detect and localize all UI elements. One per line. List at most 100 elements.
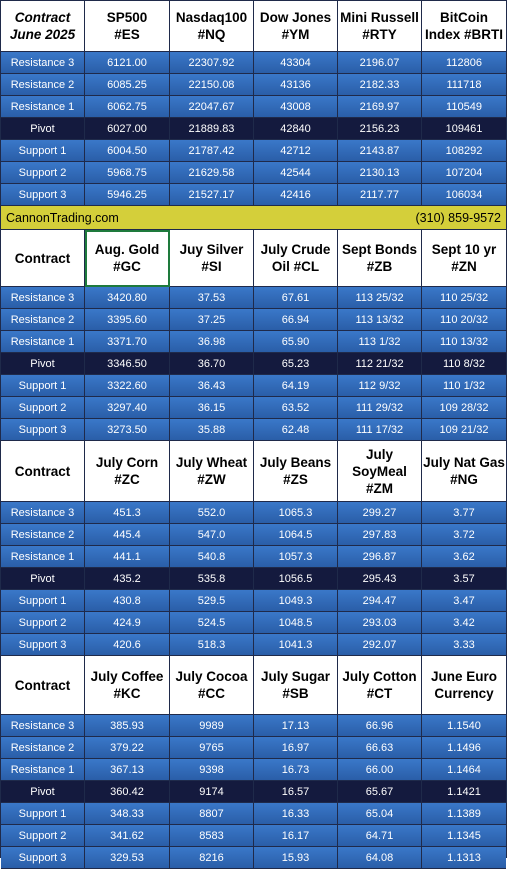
level-value[interactable]: 108292: [422, 140, 506, 162]
level-value[interactable]: 3395.60: [85, 309, 170, 331]
level-value[interactable]: 111 29/32: [338, 397, 422, 419]
level-value[interactable]: 42840: [254, 118, 338, 140]
header-july-cotton-ct[interactable]: July Cotton #CT: [338, 656, 422, 715]
header-juy-silver-si[interactable]: Juy Silver #SI: [170, 230, 254, 287]
header-sept-10-yr-zn[interactable]: Sept 10 yr #ZN: [422, 230, 506, 287]
level-value[interactable]: 42544: [254, 162, 338, 184]
level-value[interactable]: 529.5: [170, 590, 254, 612]
header-bitcoin-index-brti[interactable]: BitCoin Index #BRTI: [422, 1, 506, 52]
level-label[interactable]: Support 3: [1, 847, 85, 869]
level-value[interactable]: 297.83: [338, 524, 422, 546]
level-value[interactable]: 6121.00: [85, 52, 170, 74]
level-value[interactable]: 22307.92: [170, 52, 254, 74]
level-value[interactable]: 535.8: [170, 568, 254, 590]
level-value[interactable]: 106034: [422, 184, 506, 206]
level-label[interactable]: Support 2: [1, 397, 85, 419]
level-value[interactable]: 385.93: [85, 715, 170, 737]
level-value[interactable]: 16.73: [254, 759, 338, 781]
level-value[interactable]: 64.08: [338, 847, 422, 869]
level-label[interactable]: Pivot: [1, 568, 85, 590]
level-value[interactable]: 5946.25: [85, 184, 170, 206]
level-label[interactable]: Resistance 2: [1, 74, 85, 96]
level-value[interactable]: 8807: [170, 803, 254, 825]
level-value[interactable]: 420.6: [85, 634, 170, 656]
level-value[interactable]: 22047.67: [170, 96, 254, 118]
level-value[interactable]: 42712: [254, 140, 338, 162]
level-value[interactable]: 2117.77: [338, 184, 422, 206]
level-value[interactable]: 6004.50: [85, 140, 170, 162]
level-value[interactable]: 2182.33: [338, 74, 422, 96]
level-value[interactable]: 62.48: [254, 419, 338, 441]
level-value[interactable]: 64.19: [254, 375, 338, 397]
level-label[interactable]: Pivot: [1, 118, 85, 140]
level-value[interactable]: 518.3: [170, 634, 254, 656]
level-value[interactable]: 3.72: [422, 524, 506, 546]
level-value[interactable]: 21527.17: [170, 184, 254, 206]
level-value[interactable]: 552.0: [170, 502, 254, 524]
level-value[interactable]: 6062.75: [85, 96, 170, 118]
level-value[interactable]: 9174: [170, 781, 254, 803]
level-value[interactable]: 2143.87: [338, 140, 422, 162]
level-value[interactable]: 9398: [170, 759, 254, 781]
level-value[interactable]: 110 13/32: [422, 331, 506, 353]
contract-column-header[interactable]: Contract: [1, 230, 85, 287]
level-value[interactable]: 110549: [422, 96, 506, 118]
level-value[interactable]: 42416: [254, 184, 338, 206]
level-value[interactable]: 1.1389: [422, 803, 506, 825]
level-label[interactable]: Resistance 2: [1, 524, 85, 546]
level-value[interactable]: 37.53: [170, 287, 254, 309]
level-value[interactable]: 445.4: [85, 524, 170, 546]
level-value[interactable]: 294.47: [338, 590, 422, 612]
level-value[interactable]: 112 21/32: [338, 353, 422, 375]
level-value[interactable]: 15.93: [254, 847, 338, 869]
level-label[interactable]: Support 2: [1, 612, 85, 634]
level-value[interactable]: 17.13: [254, 715, 338, 737]
header-july-nat-gas-ng[interactable]: July Nat Gas #NG: [422, 441, 506, 502]
level-value[interactable]: 43304: [254, 52, 338, 74]
level-value[interactable]: 109 28/32: [422, 397, 506, 419]
level-value[interactable]: 22150.08: [170, 74, 254, 96]
level-value[interactable]: 2156.23: [338, 118, 422, 140]
header-dow-jones-ym[interactable]: Dow Jones #YM: [254, 1, 338, 52]
level-value[interactable]: 110 8/32: [422, 353, 506, 375]
level-value[interactable]: 1.1540: [422, 715, 506, 737]
level-value[interactable]: 6027.00: [85, 118, 170, 140]
header-nasdaq100-nq[interactable]: Nasdaq100 #NQ: [170, 1, 254, 52]
header-mini-russell-rty[interactable]: Mini Russell #RTY: [338, 1, 422, 52]
level-value[interactable]: 540.8: [170, 546, 254, 568]
level-value[interactable]: 1041.3: [254, 634, 338, 656]
level-label[interactable]: Resistance 2: [1, 737, 85, 759]
level-value[interactable]: 295.43: [338, 568, 422, 590]
level-value[interactable]: 66.00: [338, 759, 422, 781]
level-value[interactable]: 16.97: [254, 737, 338, 759]
level-value[interactable]: 1064.5: [254, 524, 338, 546]
level-label[interactable]: Support 3: [1, 419, 85, 441]
level-value[interactable]: 1.1313: [422, 847, 506, 869]
level-label[interactable]: Pivot: [1, 353, 85, 375]
level-value[interactable]: 293.03: [338, 612, 422, 634]
level-value[interactable]: 63.52: [254, 397, 338, 419]
level-value[interactable]: 65.90: [254, 331, 338, 353]
level-value[interactable]: 43136: [254, 74, 338, 96]
level-label[interactable]: Resistance 1: [1, 96, 85, 118]
level-value[interactable]: 65.04: [338, 803, 422, 825]
level-label[interactable]: Support 3: [1, 184, 85, 206]
level-value[interactable]: 379.22: [85, 737, 170, 759]
level-value[interactable]: 9989: [170, 715, 254, 737]
level-value[interactable]: 21889.83: [170, 118, 254, 140]
level-value[interactable]: 1.1421: [422, 781, 506, 803]
level-value[interactable]: 3.57: [422, 568, 506, 590]
level-value[interactable]: 299.27: [338, 502, 422, 524]
level-label[interactable]: Resistance 3: [1, 715, 85, 737]
level-value[interactable]: 112 9/32: [338, 375, 422, 397]
level-label[interactable]: Support 1: [1, 375, 85, 397]
level-value[interactable]: 113 25/32: [338, 287, 422, 309]
level-value[interactable]: 66.63: [338, 737, 422, 759]
level-value[interactable]: 65.67: [338, 781, 422, 803]
header-july-coffee-kc[interactable]: July Coffee #KC: [85, 656, 170, 715]
level-value[interactable]: 3297.40: [85, 397, 170, 419]
level-value[interactable]: 329.53: [85, 847, 170, 869]
level-value[interactable]: 1065.3: [254, 502, 338, 524]
level-value[interactable]: 3273.50: [85, 419, 170, 441]
header-july-beans-zs[interactable]: July Beans #ZS: [254, 441, 338, 502]
